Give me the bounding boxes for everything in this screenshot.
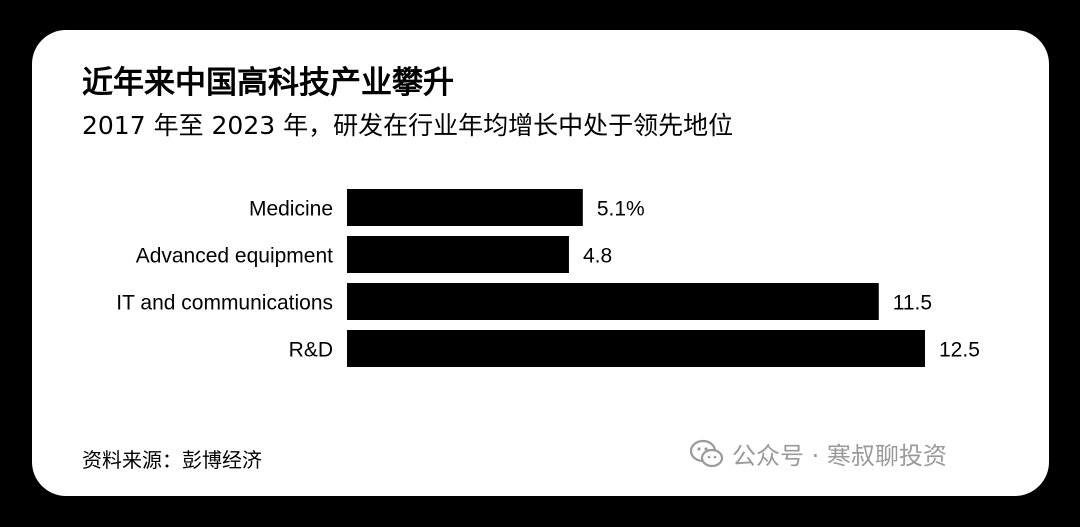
wechat-icon — [690, 439, 724, 467]
bar — [347, 189, 583, 226]
category-label: IT and communications — [116, 292, 333, 315]
bar-chart: Medicine 5.1% Advanced equipment 4.8 IT and … — [116, 189, 980, 367]
watermark-text: 公众号 · 寒叔聊投资 — [732, 442, 947, 470]
chart-subtitle: 2017 年至 2023 年，研发在行业年均增长中处于领先地位 — [82, 111, 734, 140]
value-label: 11.5 — [893, 292, 932, 315]
category-label: Medicine — [249, 198, 333, 221]
value-label: 4.8 — [583, 245, 612, 268]
source-note: 资料来源：彭博经济 — [82, 448, 262, 472]
category-label: Advanced equipment — [136, 245, 333, 268]
chart-card: 近年来中国高科技产业攀升 2017 年至 2023 年，研发在行业年均增长中处于… — [32, 30, 1049, 496]
bar — [347, 283, 879, 320]
bar — [347, 330, 925, 367]
watermark: 公众号 · 寒叔聊投资 — [690, 436, 947, 471]
value-label: 12.5 — [939, 339, 980, 362]
category-label: R&D — [289, 339, 333, 362]
chart-title: 近年来中国高科技产业攀升 — [82, 65, 454, 101]
value-label: 5.1% — [597, 198, 645, 221]
bar — [347, 236, 569, 273]
